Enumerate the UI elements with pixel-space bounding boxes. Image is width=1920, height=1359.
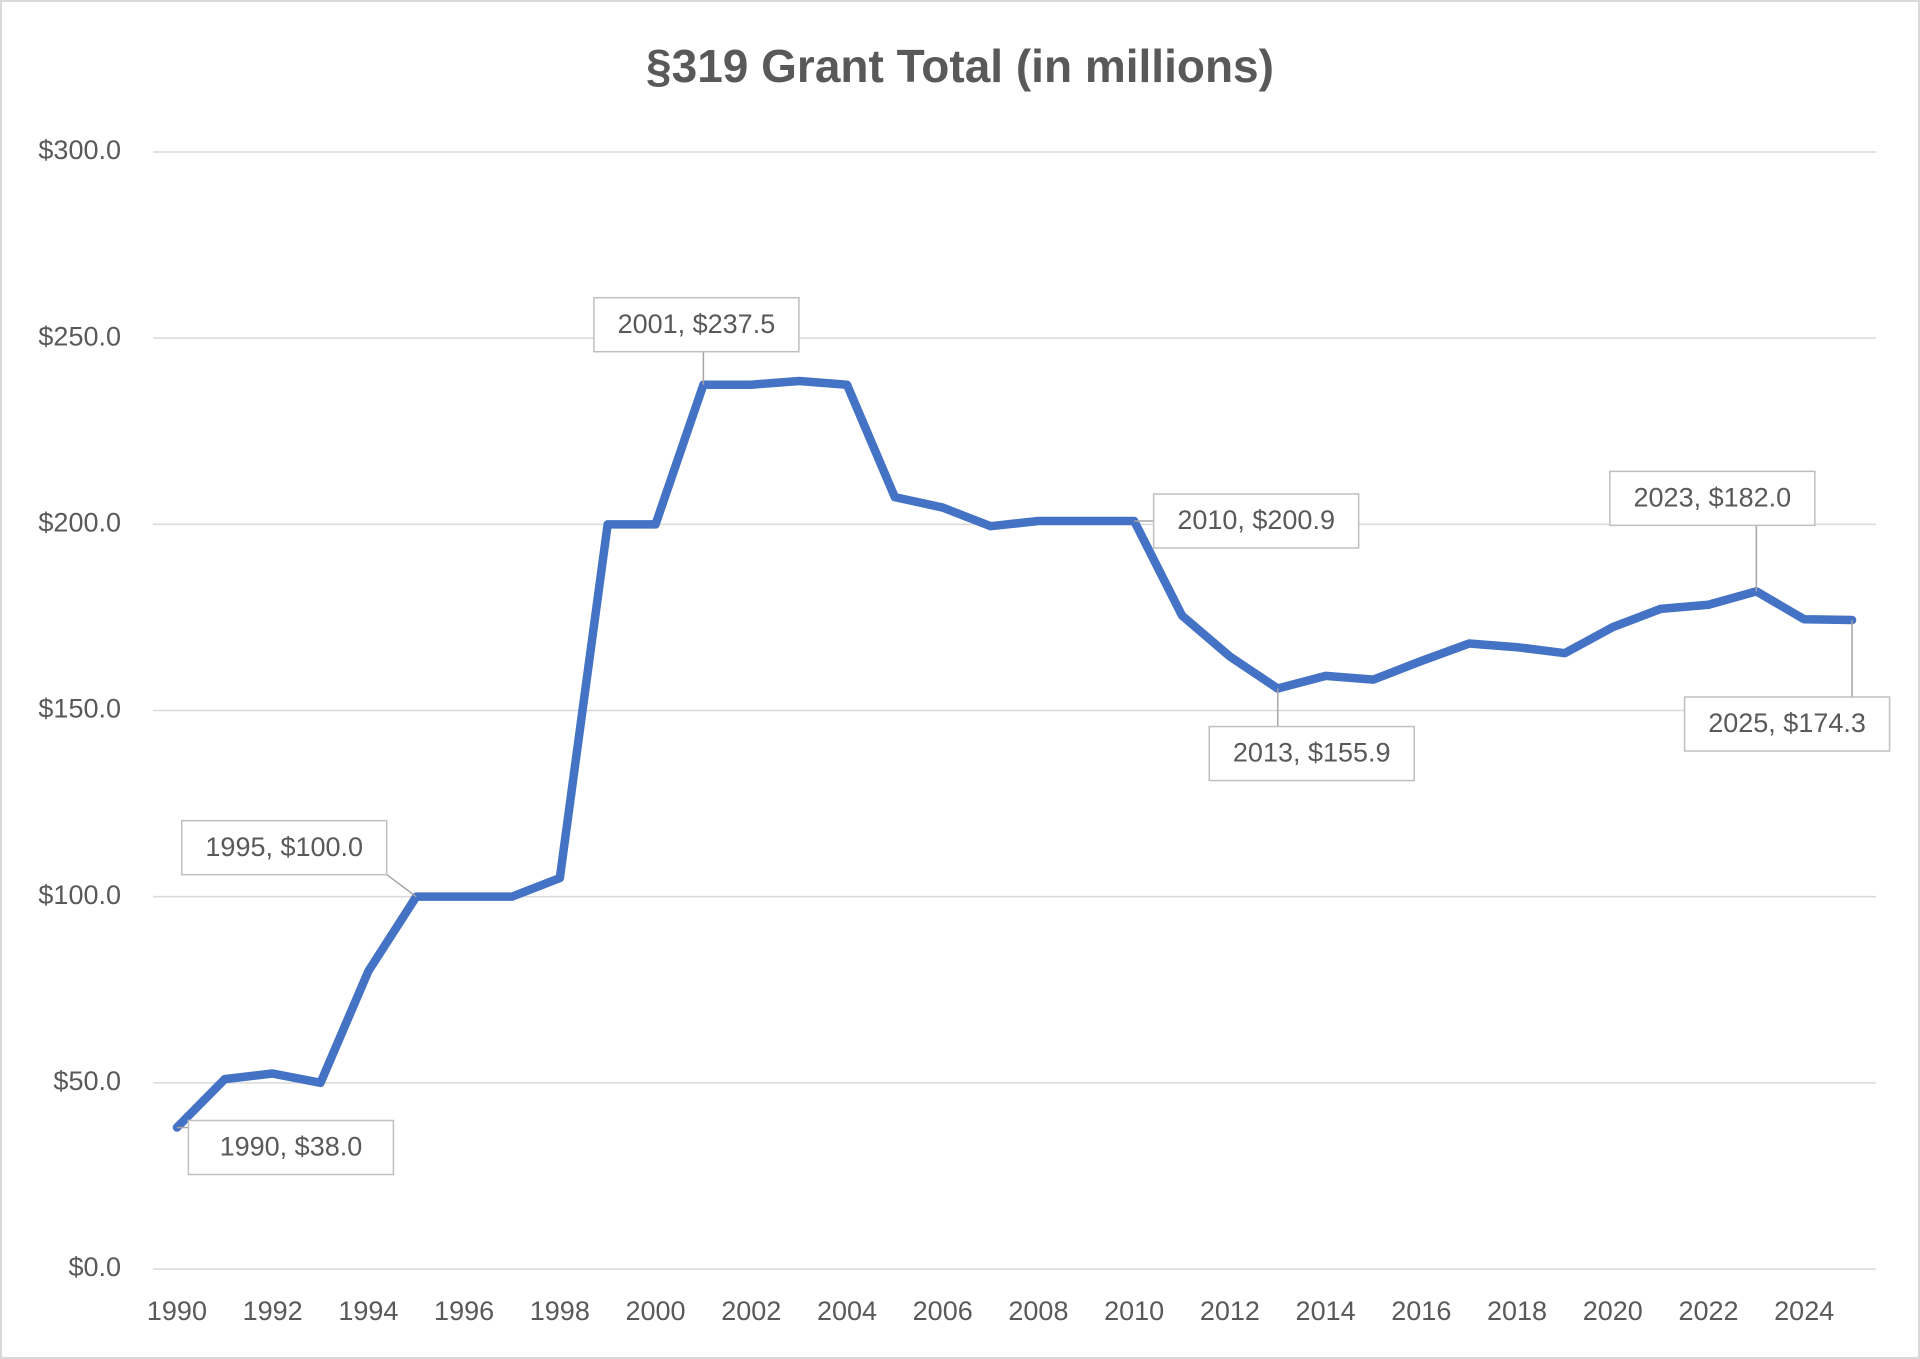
y-tick-label: $50.0 [53, 1066, 121, 1096]
x-tick-label: 1996 [434, 1296, 494, 1326]
data-label: 1995, $100.0 [205, 832, 363, 862]
y-tick-label: $300.0 [38, 135, 121, 165]
x-tick-label: 2018 [1487, 1296, 1547, 1326]
y-tick-label: $0.0 [68, 1252, 121, 1282]
data-label: 2001, $237.5 [618, 309, 776, 339]
data-label: 2023, $182.0 [1634, 482, 1792, 512]
x-tick-label: 2022 [1678, 1296, 1738, 1326]
chart-title: §319 Grant Total (in millions) [646, 40, 1274, 92]
x-tick-label: 2020 [1583, 1296, 1643, 1326]
y-tick-label: $200.0 [38, 507, 121, 537]
x-tick-label: 1998 [530, 1296, 590, 1326]
label-box [1609, 470, 1816, 527]
x-tick-label: 2000 [626, 1296, 686, 1326]
y-tick-label: $150.0 [38, 694, 121, 724]
x-tick-label: 2014 [1296, 1296, 1356, 1326]
x-tick-label: 2006 [913, 1296, 973, 1326]
label-box [187, 1119, 395, 1176]
label-box [1683, 696, 1891, 752]
x-tick-label: 2008 [1008, 1296, 1068, 1326]
label-box [593, 296, 800, 353]
x-tick-label: 1992 [243, 1296, 303, 1326]
x-tick-label: 2004 [817, 1296, 877, 1326]
y-tick-label: $100.0 [38, 880, 121, 910]
label-box [180, 819, 388, 876]
data-label: 2025, $174.3 [1708, 708, 1866, 738]
x-tick-label: 2002 [721, 1296, 781, 1326]
label-leader [386, 874, 417, 898]
label-box [1208, 725, 1415, 782]
data-label: 2010, $200.9 [1177, 505, 1335, 535]
x-tick-label: 2016 [1391, 1296, 1451, 1326]
x-tick-label: 1990 [147, 1296, 207, 1326]
data-line [172, 376, 1857, 1132]
x-tick-label: 2012 [1200, 1296, 1260, 1326]
data-label: 1990, $38.0 [220, 1132, 363, 1162]
data-label: 2013, $155.9 [1233, 738, 1391, 768]
y-tick-label: $250.0 [38, 321, 121, 351]
x-tick-label: 2024 [1774, 1296, 1834, 1326]
x-tick-label: 1994 [338, 1296, 398, 1326]
label-box [1152, 493, 1360, 549]
x-tick-label: 2010 [1104, 1296, 1164, 1326]
